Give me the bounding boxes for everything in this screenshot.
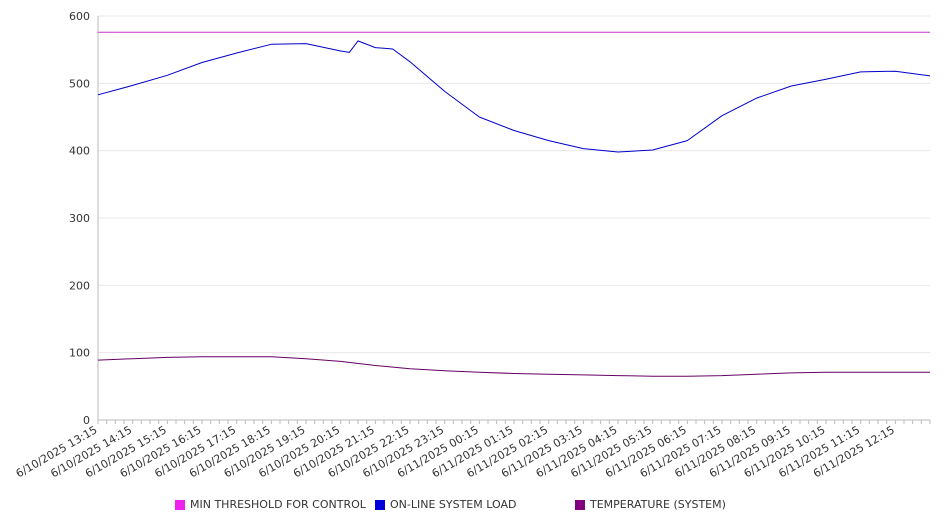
grid-layer [98,15,930,354]
y-tick-label-400: 400 [69,145,90,158]
legend-label-temperature: TEMPERATURE (SYSTEM) [590,498,726,511]
chart-legend: MIN THRESHOLD FOR CONTROL ON-LINE SYSTEM… [175,498,775,514]
series-layer [97,31,931,377]
legend-item-system-load: ON-LINE SYSTEM LOAD [375,498,516,511]
y-tick-label-200: 200 [69,279,90,292]
legend-swatch-temperature [575,499,585,510]
legend-label-system-load: ON-LINE SYSTEM LOAD [390,498,517,511]
legend-label-min-threshold: MIN THRESHOLD FOR CONTROL [190,498,366,511]
y-tick-label-300: 300 [69,212,90,225]
series-line-2 [97,356,930,377]
y-tick-label-0: 0 [83,414,90,427]
y-tick-label-600: 600 [69,10,90,23]
y-tick-label-100: 100 [69,347,90,360]
legend-item-min-threshold: MIN THRESHOLD FOR CONTROL [175,498,366,511]
legend-swatch-min-threshold [175,499,185,510]
legend-item-temperature: TEMPERATURE (SYSTEM) [575,498,726,511]
legend-swatch-system-load [375,499,385,510]
axis-layer [97,16,931,424]
y-tick-label-500: 500 [69,77,90,90]
y-tick-labels: 0 100 200 300 400 500 600 [69,10,90,427]
series-line-1 [97,40,931,153]
x-tick-labels: 6/10/2025 13:156/10/2025 14:156/10/2025 … [14,423,897,480]
